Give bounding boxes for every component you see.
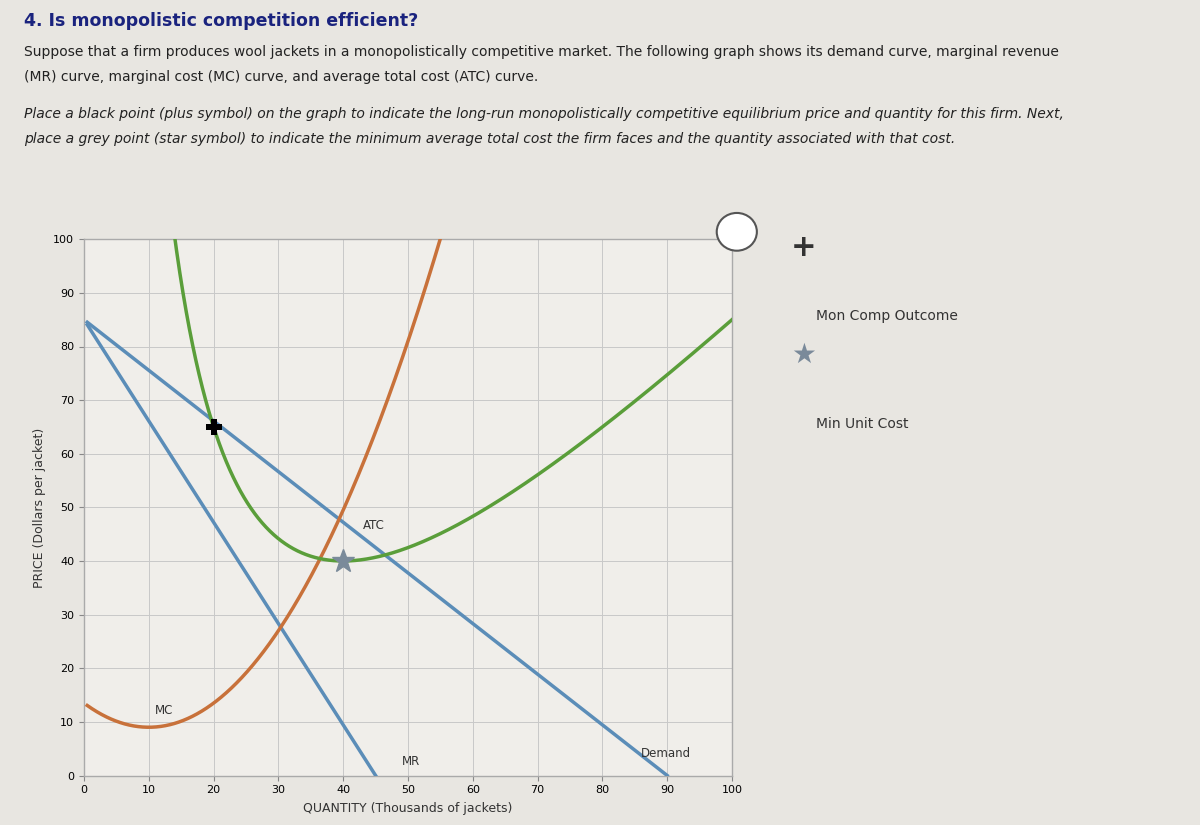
Text: Mon Comp Outcome: Mon Comp Outcome [816, 309, 958, 323]
Text: MC: MC [155, 704, 174, 717]
Text: Suppose that a firm produces wool jackets in a monopolistically competitive mark: Suppose that a firm produces wool jacket… [24, 45, 1058, 59]
Text: 4. Is monopolistic competition efficient?: 4. Is monopolistic competition efficient… [24, 12, 419, 31]
Text: ?: ? [732, 223, 742, 241]
Text: place a grey point (star symbol) to indicate the minimum average total cost the : place a grey point (star symbol) to indi… [24, 132, 955, 146]
Y-axis label: PRICE (Dollars per jacket): PRICE (Dollars per jacket) [34, 427, 47, 587]
Text: ★: ★ [792, 341, 816, 369]
X-axis label: QUANTITY (Thousands of jackets): QUANTITY (Thousands of jackets) [304, 802, 512, 815]
Text: (MR) curve, marginal cost (MC) curve, and average total cost (ATC) curve.: (MR) curve, marginal cost (MC) curve, an… [24, 70, 539, 84]
Text: ATC: ATC [362, 519, 384, 532]
Text: Demand: Demand [641, 747, 691, 760]
Text: Place a black point (plus symbol) on the graph to indicate the long-run monopoli: Place a black point (plus symbol) on the… [24, 107, 1064, 121]
Text: Min Unit Cost: Min Unit Cost [816, 417, 908, 431]
Text: MR: MR [402, 755, 420, 768]
Text: +: + [791, 233, 817, 262]
Circle shape [716, 213, 757, 251]
